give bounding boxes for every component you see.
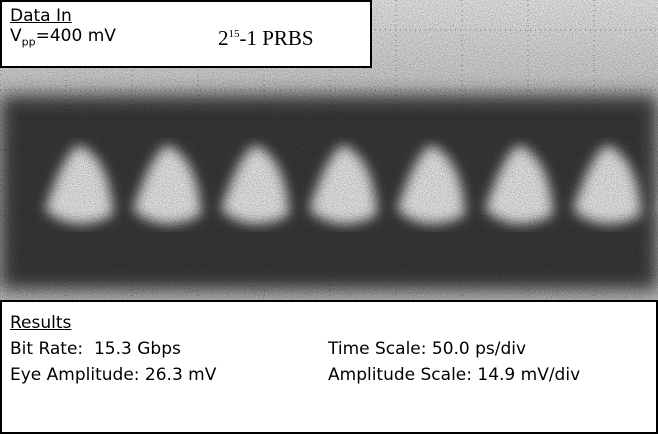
pattern-rest: -1 PRBS (239, 26, 314, 50)
pattern: 215-1 PRBS (218, 26, 314, 51)
results-row: Eye Amplitude: 26.3 mV Amplitude Scale: … (10, 362, 648, 388)
time-scale: Time Scale: 50.0 ps/div (328, 339, 527, 359)
amplitude-scale: Amplitude Scale: 14.9 mV/div (328, 365, 581, 385)
results-title: Results (10, 313, 72, 333)
settings-row: Vpp=400 mV 215-1 PRBS (10, 26, 362, 51)
eye-amplitude: Eye Amplitude: 26.3 mV (10, 365, 217, 385)
voltage-symbol: V (10, 26, 22, 46)
panel-title: Data In (10, 6, 72, 26)
bit-rate: Bit Rate: 15.3 Gbps (10, 339, 181, 359)
pattern-base: 2 (218, 26, 229, 50)
voltage: Vpp=400 mV (10, 26, 218, 51)
results-panel: Results Bit Rate: 15.3 Gbps Time Scale: … (0, 300, 658, 434)
voltage-value: =400 mV (35, 26, 116, 46)
pattern-exponent: 15 (228, 28, 240, 40)
info-panel: Data In Vpp=400 mV 215-1 PRBS (0, 0, 372, 68)
voltage-subscript: pp (21, 35, 36, 49)
results-row: Bit Rate: 15.3 Gbps Time Scale: 50.0 ps/… (10, 336, 648, 362)
